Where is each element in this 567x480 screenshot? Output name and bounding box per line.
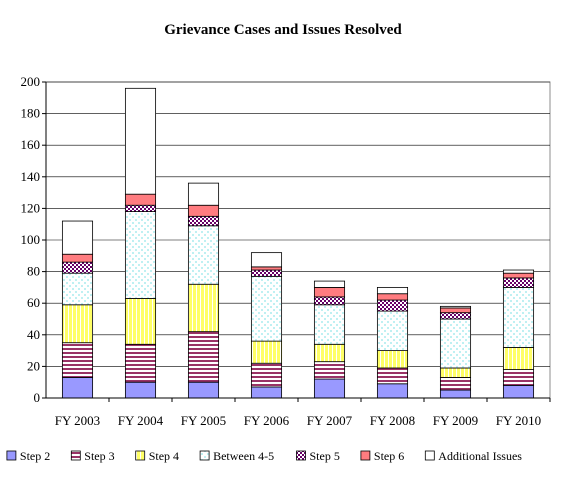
bar-segment-step-4 [313,343,346,363]
y-tick-label: 20 [27,358,40,373]
bar-segment-additional-issues [376,286,409,295]
y-tick-label: 100 [21,232,41,247]
bar-segment-step-5 [313,296,346,306]
bar-segment-additional-issues [313,280,346,288]
bar-segment-step-6 [187,204,220,217]
bar-segment-step-5 [124,204,157,212]
bar-segment-step-3 [124,343,157,383]
bar-segment-step-6 [124,193,157,206]
legend-label-between-4-5: Between 4-5 [213,449,274,463]
bar-segment-between-4-5 [313,304,346,345]
bar-segment-step-6 [376,293,409,301]
bars [61,87,535,399]
bar-segment-step-6 [313,286,346,298]
x-tick-label: FY 2005 [181,413,226,428]
bar-segment-between-4-5 [439,318,472,369]
y-tick-label: 180 [21,106,41,121]
bar-segment-step-2 [502,384,535,399]
bar-segment-step-3 [61,342,94,378]
bar-segment-step-2 [313,378,346,399]
bar-segment-step-2 [124,381,157,399]
bar-segment-between-4-5 [502,286,535,348]
x-axis-ticks: FY 2003 FY 2004 FY 2005 FY 2006 FY 2007 FY 20… [55,398,551,428]
bar-segment-additional-issues [61,220,94,255]
legend-label-step-3: Step 3 [84,449,114,463]
bar-segment-additional-issues [124,87,157,195]
bar-segment-step-3 [187,331,220,383]
bar-segment-step-5 [250,269,283,277]
y-tick-label: 140 [21,169,41,184]
bar-segment-step-5 [439,312,472,320]
bar-segment-additional-issues [187,182,220,206]
bar-segment-step-4 [502,347,535,370]
bar-segment-step-6 [61,253,94,263]
bar-segment-between-4-5 [61,272,94,306]
bar-segment-additional-issues [502,269,535,274]
bar-segment-step-3 [502,369,535,386]
legend: Step 2 Step 3 Step 4 Between 4-5 Step 5 Step … [6,449,522,463]
bar-segment-step-2 [439,389,472,399]
y-tick-label: 120 [21,200,41,215]
bar-segment-between-4-5 [187,225,220,285]
y-tick-label: 160 [21,137,41,152]
bar-segment-step-5 [502,277,535,288]
bar-segment-step-4 [376,350,409,369]
legend-swatch-step-6 [360,450,371,461]
x-tick-label: FY 2010 [496,413,541,428]
bar-segment-step-6 [250,266,283,271]
legend-label-step-5: Step 5 [310,449,340,463]
legend-label-step-2: Step 2 [20,449,50,463]
legend-label-step-6: Step 6 [374,449,404,463]
bar-segment-step-4 [250,340,283,364]
bar-segment-step-4 [187,283,220,333]
bar-segment-step-5 [187,215,220,227]
y-tick-label: 0 [34,390,41,405]
bar-segment-step-3 [250,362,283,388]
legend-swatch-step-2 [6,450,17,461]
y-tick-label: 40 [27,327,40,342]
x-tick-label: FY 2006 [244,413,290,428]
legend-swatch-step-4 [135,450,146,461]
legend-label-additional-issues: Additional Issues [438,449,522,463]
bar-segment-step-6 [439,307,472,314]
x-tick-label: FY 2003 [55,413,100,428]
chart-title: Grievance Cases and Issues Resolved [164,22,402,38]
bar-segment-step-2 [376,383,409,399]
bar-segment-additional-issues [250,252,283,268]
bar-segment-step-2 [187,381,220,399]
legend-label-step-4: Step 4 [149,449,179,463]
bar-segment-step-6 [502,272,535,279]
y-axis-ticks: 0 20 40 60 80 100 120 140 160 180 200 [21,74,41,405]
legend-swatch-between-4-5 [199,450,210,461]
bar-segment-additional-issues [439,305,472,309]
bar-segment-step-3 [376,367,409,385]
bar-segment-step-3 [313,361,346,380]
bar-segment-step-2 [61,377,94,399]
bar-segment-between-4-5 [124,211,157,299]
bar-segment-step-4 [124,298,157,345]
y-tick-label: 60 [27,295,40,310]
x-tick-label: FY 2007 [307,413,353,428]
x-tick-label: FY 2004 [118,413,164,428]
legend-swatch-additional-issues [424,450,435,461]
legend-swatch-step-5 [296,450,306,461]
bar-segment-step-5 [376,299,409,312]
bar-segment-step-5 [61,261,94,274]
x-tick-label: FY 2009 [433,413,478,428]
y-tick-label: 80 [27,264,40,279]
bar-segment-step-2 [250,386,283,399]
bar-segment-between-4-5 [376,310,409,352]
legend-swatch-step-3 [70,450,81,461]
bar-segment-step-4 [439,367,472,378]
y-tick-label: 200 [21,74,41,89]
bar-segment-between-4-5 [250,275,283,342]
bar-segment-step-3 [439,377,472,391]
bar-segment-step-4 [61,304,94,344]
x-tick-label: FY 2008 [370,413,415,428]
